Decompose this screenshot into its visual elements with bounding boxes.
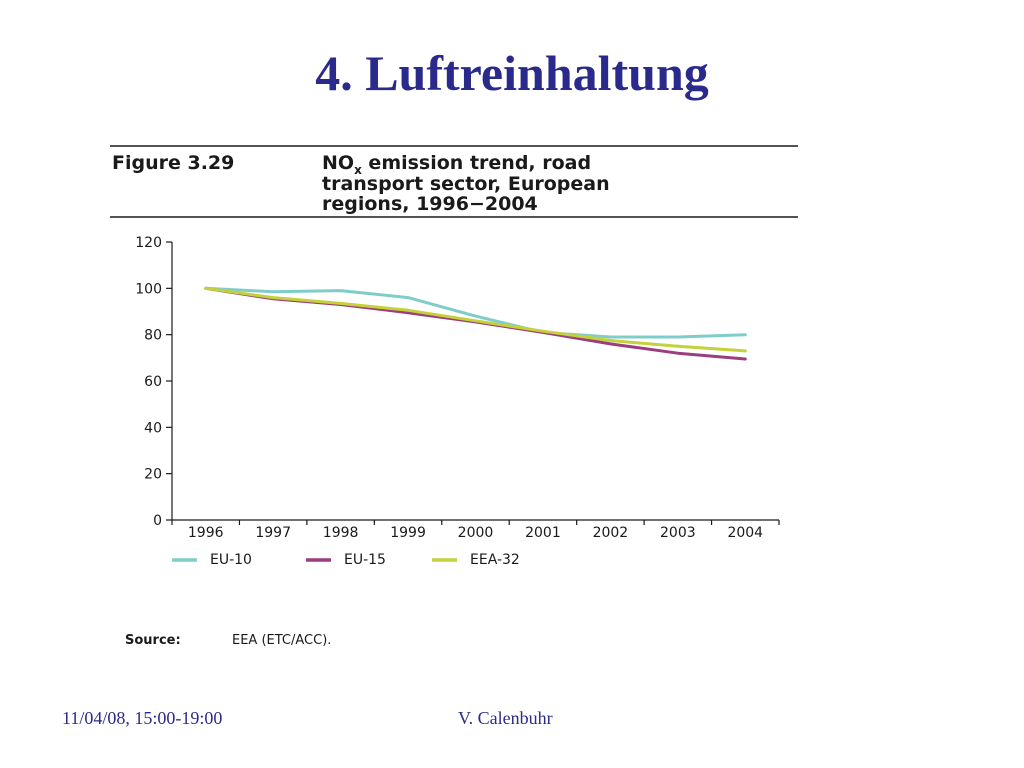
x-tick-label: 1999 — [390, 525, 426, 541]
y-tick-label: 80 — [144, 328, 162, 344]
y-tick-label: 120 — [135, 235, 162, 251]
footer-date: 11/04/08, 15:00-19:00 — [62, 708, 223, 728]
series-line-eu-10 — [204, 286, 747, 339]
series-lines — [204, 286, 747, 361]
figure-label: Figure 3.29 — [112, 152, 234, 174]
x-tick-label: 2004 — [727, 525, 763, 541]
footer-author: V. Calenbuhr — [458, 708, 553, 728]
y-axis-ticks: 0 20 40 60 80 100 120 — [135, 235, 172, 529]
caption-line-1-rest: emission trend, road — [362, 152, 591, 174]
caption-line-2: transport sector, European — [322, 173, 610, 195]
y-tick-label: 60 — [144, 374, 162, 390]
x-tick-label: 1996 — [188, 525, 224, 541]
legend-label: EU-15 — [344, 552, 386, 568]
y-tick-label: 20 — [144, 467, 162, 483]
x-tick-label: 2001 — [525, 525, 561, 541]
caption-line-3: regions, 1996−2004 — [322, 193, 538, 215]
legend: EU-10 EU-15 EEA-32 — [172, 552, 520, 568]
caption-nox: NO — [322, 152, 354, 174]
x-tick-label: 2000 — [458, 525, 494, 541]
source-text: EEA (ETC/ACC). — [232, 633, 331, 648]
series-line-eea-32 — [204, 286, 747, 353]
y-tick-label: 100 — [135, 281, 162, 297]
slide-title: 4. Luftreinhaltung — [315, 45, 709, 101]
x-tick-label: 1997 — [255, 525, 291, 541]
caption-nox-subscript: x — [354, 163, 362, 177]
x-tick-label: 2002 — [593, 525, 629, 541]
legend-label: EEA-32 — [470, 552, 520, 568]
x-tick-label: 2003 — [660, 525, 696, 541]
x-tick-label: 1998 — [323, 525, 359, 541]
y-tick-label: 40 — [144, 420, 162, 436]
y-tick-label: 0 — [153, 513, 162, 529]
caption-line-1: NOx emission trend, road — [322, 152, 591, 177]
legend-label: EU-10 — [210, 552, 252, 568]
source-label: Source: — [125, 633, 181, 648]
x-axis-ticks: 1996 1997 1998 1999 2000 2001 2002 2003 2004 — [171, 520, 780, 541]
